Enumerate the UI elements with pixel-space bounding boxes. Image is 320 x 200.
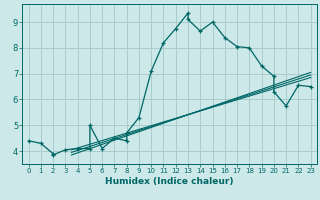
X-axis label: Humidex (Indice chaleur): Humidex (Indice chaleur)	[105, 177, 234, 186]
